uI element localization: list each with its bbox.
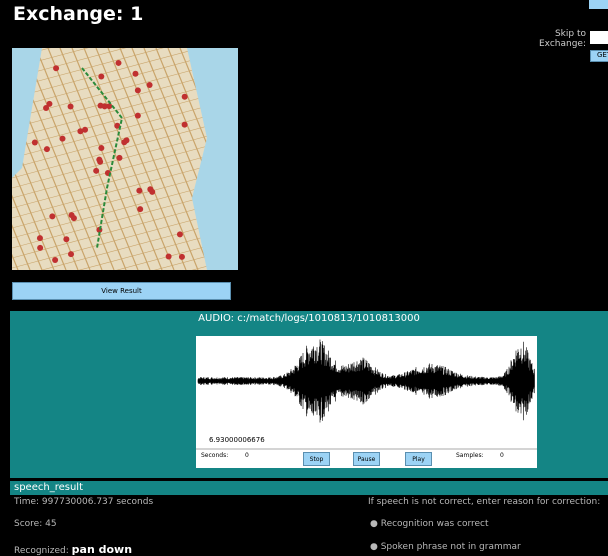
samples-label: Samples: xyxy=(456,452,484,459)
recognized-label: Recognized: xyxy=(14,546,69,556)
option-label: Recognition was correct xyxy=(381,519,489,529)
seconds-value: 0 xyxy=(245,452,249,459)
map[interactable] xyxy=(12,48,238,270)
top-button[interactable] xyxy=(589,0,608,9)
result-heading: speech_result xyxy=(10,481,608,495)
title: Exchange: 1 xyxy=(13,4,143,24)
page: Exchange: 1 Skip to Exchange: GET View R… xyxy=(0,0,608,553)
recognized-value: pan down xyxy=(72,543,132,556)
seconds-label: Seconds: xyxy=(201,452,228,459)
pause-button[interactable]: Pause xyxy=(353,452,380,466)
play-button[interactable]: Play xyxy=(405,452,432,466)
view-result-button[interactable]: View Result xyxy=(12,282,231,300)
audio-title: AUDIO: c:/match/logs/1010813/1010813000 xyxy=(10,313,608,324)
option-label: Spoken phrase not in grammar xyxy=(381,542,521,552)
correction-prompt: If speech is not correct, enter reason f… xyxy=(368,497,600,507)
recognized: Recognized: pan down xyxy=(14,543,132,556)
exchange-input[interactable] xyxy=(590,31,608,44)
skip-label: Skip to Exchange: xyxy=(526,29,586,49)
samples-value: 0 xyxy=(500,452,504,459)
waveform-panel xyxy=(196,336,537,468)
go-button[interactable]: GET xyxy=(590,50,608,62)
option[interactable]: ● Recognition was correct xyxy=(370,519,489,529)
option[interactable]: ● Spoken phrase not in grammar xyxy=(370,542,521,552)
stop-button[interactable]: Stop xyxy=(303,452,330,466)
score: Score: 45 xyxy=(14,519,57,529)
duration-label: 6.93000006676 xyxy=(209,436,265,444)
time: Time: 997730006.737 seconds xyxy=(14,497,153,507)
